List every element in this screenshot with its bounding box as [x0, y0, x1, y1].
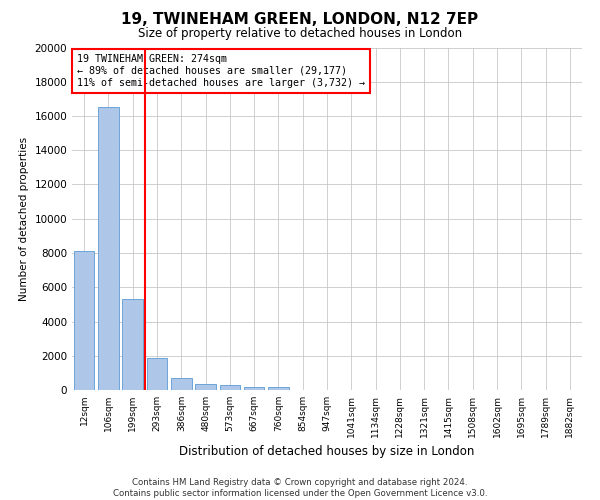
Bar — [98, 108, 119, 390]
X-axis label: Distribution of detached houses by size in London: Distribution of detached houses by size … — [179, 446, 475, 458]
Y-axis label: Number of detached properties: Number of detached properties — [19, 136, 29, 301]
Bar — [220, 385, 240, 390]
Text: Size of property relative to detached houses in London: Size of property relative to detached ho… — [138, 28, 462, 40]
Bar — [122, 299, 143, 390]
Bar — [171, 378, 191, 390]
Bar — [74, 252, 94, 390]
Text: Contains HM Land Registry data © Crown copyright and database right 2024.
Contai: Contains HM Land Registry data © Crown c… — [113, 478, 487, 498]
Text: 19 TWINEHAM GREEN: 274sqm
← 89% of detached houses are smaller (29,177)
11% of s: 19 TWINEHAM GREEN: 274sqm ← 89% of detac… — [77, 54, 365, 88]
Bar — [268, 387, 289, 390]
Bar — [146, 358, 167, 390]
Text: 19, TWINEHAM GREEN, LONDON, N12 7EP: 19, TWINEHAM GREEN, LONDON, N12 7EP — [121, 12, 479, 28]
Bar — [244, 386, 265, 390]
Bar — [195, 384, 216, 390]
